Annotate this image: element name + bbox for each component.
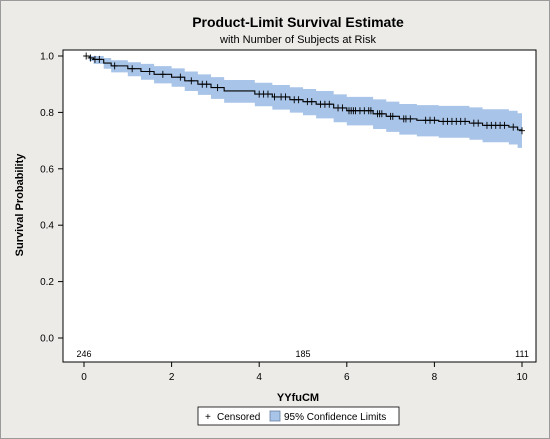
censored-mark-40 <box>389 112 396 120</box>
legend-band-label: 95% Confidence Limits <box>284 412 386 423</box>
censored-mark-35 <box>367 107 374 115</box>
censored-mark-46 <box>431 116 438 124</box>
censored-mark-12 <box>214 84 221 92</box>
censored-mark-38 <box>378 110 385 118</box>
censored-mark-59 <box>501 121 508 129</box>
at-risk-count-2: 111 <box>515 349 529 359</box>
censored-mark-18 <box>282 93 289 101</box>
censored-mark-20 <box>295 96 302 104</box>
censored-mark-4 <box>111 62 118 70</box>
at-risk-count-1: 185 <box>295 349 310 359</box>
censored-mark-3 <box>96 55 103 63</box>
censored-mark-11 <box>203 80 210 88</box>
x-tick-label-0: 0 <box>81 372 87 383</box>
censored-mark-9 <box>188 77 195 85</box>
at-risk-count-0: 246 <box>76 349 91 359</box>
y-tick-label-0: 0.0 <box>40 334 54 345</box>
y-tick-label-4: 0.8 <box>40 108 54 119</box>
legend: + Censored 95% Confidence Limits <box>197 406 400 426</box>
censored-marks-layer <box>83 52 525 135</box>
y-tick-label-1: 0.2 <box>40 277 54 288</box>
y-axis: 0.0 0.2 0.4 0.6 0.8 1.0 <box>40 52 63 345</box>
x-tick-label-2: 4 <box>256 372 262 383</box>
censored-mark-0 <box>83 52 90 60</box>
censored-mark-1 <box>87 54 94 62</box>
censored-mark-60 <box>510 123 517 131</box>
y-tick-label-5: 1.0 <box>40 52 54 63</box>
y-axis-label: Survival Probability <box>14 153 26 257</box>
chart-title: Product-Limit Survival Estimate <box>192 14 404 30</box>
censored-mark-52 <box>462 117 469 125</box>
confidence-band <box>84 56 522 150</box>
x-tick-label-3: 6 <box>344 372 350 383</box>
censored-mark-15 <box>264 90 271 98</box>
legend-censored-label: Censored <box>217 412 260 423</box>
x-tick-label-5: 10 <box>516 372 528 383</box>
x-axis: 0 2 4 6 8 10 <box>81 362 528 383</box>
censored-mark-7 <box>159 70 166 78</box>
censored-mark-61 <box>519 127 525 135</box>
chart-subtitle: with Number of Subjects at Risk <box>219 34 376 46</box>
confidence-band-layer <box>84 56 522 150</box>
censored-mark-25 <box>326 100 333 108</box>
legend-censored-symbol: + <box>205 412 211 423</box>
censored-mark-22 <box>308 98 315 106</box>
x-tick-label-4: 8 <box>432 372 438 383</box>
censored-mark-43 <box>407 115 414 123</box>
legend-band-swatch <box>269 410 281 422</box>
censored-mark-8 <box>177 73 184 81</box>
x-axis-label: YYfuCM <box>277 392 319 404</box>
y-tick-label-2: 0.4 <box>40 221 54 232</box>
censored-mark-16 <box>271 93 278 101</box>
censored-mark-54 <box>475 119 482 127</box>
censored-mark-27 <box>339 104 346 112</box>
x-tick-label-1: 2 <box>169 372 175 383</box>
at-risk-layer: 246 185 111 <box>76 349 528 359</box>
censored-mark-5 <box>129 65 136 73</box>
y-tick-label-3: 0.6 <box>40 164 54 175</box>
censored-mark-6 <box>146 68 153 76</box>
legend-box <box>197 406 400 426</box>
